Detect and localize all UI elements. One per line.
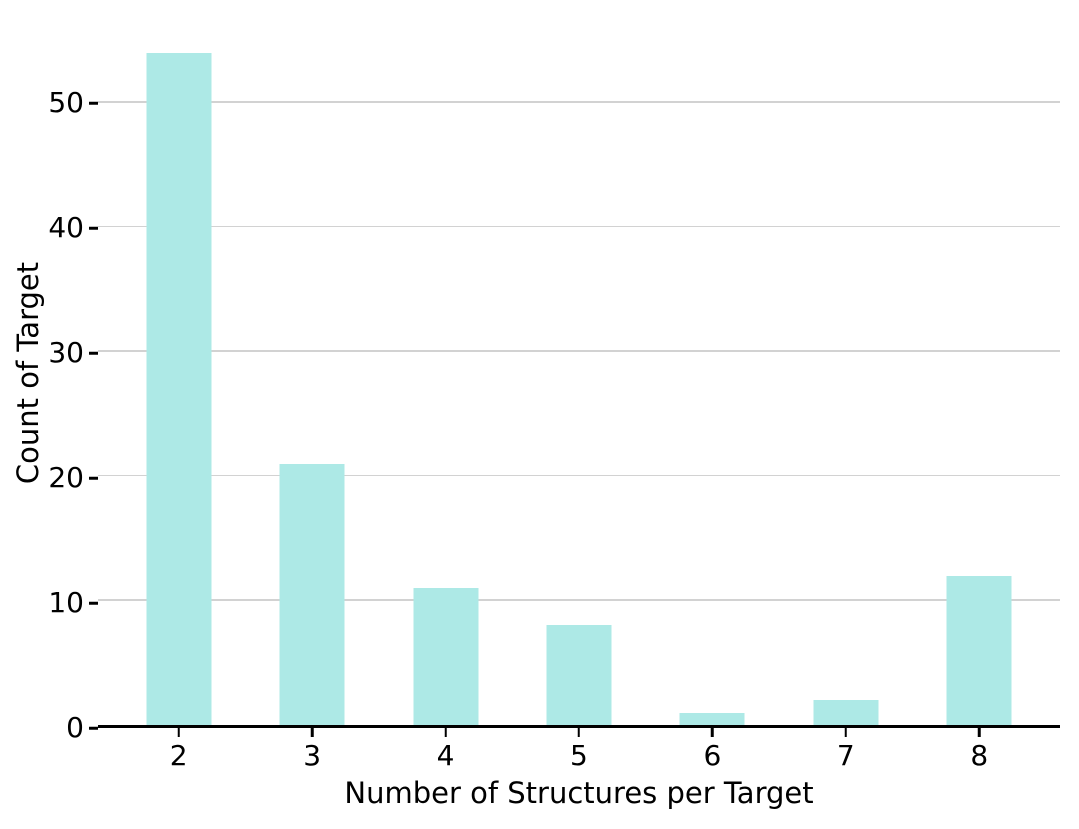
y-tick-label-0: 0 <box>66 711 84 744</box>
bar-5 <box>546 625 612 725</box>
plot-area <box>98 18 1060 728</box>
bar-slot-2 <box>112 18 245 725</box>
x-tick-label-4: 4 <box>436 739 455 772</box>
y-tick-label-50: 50 <box>48 86 84 119</box>
gridline-y30 <box>98 350 1060 352</box>
x-tick-slot-7: 7 <box>779 728 912 788</box>
x-tick-slot-3: 3 <box>245 728 378 788</box>
x-tick-slot-4: 4 <box>379 728 512 788</box>
bar-slot-8 <box>913 18 1046 725</box>
x-tick-mark-3 <box>310 728 314 737</box>
bar-4 <box>413 588 479 725</box>
x-tick-label-5: 5 <box>570 739 588 772</box>
x-tick-slot-5: 5 <box>512 728 645 788</box>
x-tick-mark-7 <box>844 728 848 737</box>
x-tick-slot-8: 8 <box>913 728 1046 788</box>
y-tick-mark-20 <box>89 476 98 480</box>
bar-slot-5 <box>512 18 645 725</box>
x-axis-label: Number of Structures per Target <box>344 776 814 810</box>
x-tick-slot-2: 2 <box>112 728 245 788</box>
gridline-y10 <box>98 599 1060 601</box>
x-tick-label-2: 2 <box>169 739 188 772</box>
bar-2 <box>146 52 212 725</box>
x-axis: 2 3 4 5 6 7 8 <box>112 728 1046 788</box>
bar-slot-6 <box>646 18 779 725</box>
x-tick-mark-6 <box>711 728 714 737</box>
x-tick-slot-6: 6 <box>646 728 779 788</box>
x-tick-label-7: 7 <box>836 739 855 772</box>
x-tick-label-3: 3 <box>303 739 322 772</box>
x-tick-mark-2 <box>177 728 180 737</box>
y-tick-mark-40 <box>89 226 98 230</box>
bar-slot-4 <box>379 18 512 725</box>
bars-container <box>112 18 1046 725</box>
bar-6 <box>679 712 745 725</box>
bar-8 <box>946 575 1012 725</box>
bar-7 <box>813 700 879 725</box>
gridline-y20 <box>98 474 1060 477</box>
x-tick-label-8: 8 <box>970 739 989 772</box>
bar-slot-3 <box>245 18 378 725</box>
y-tick-mark-50 <box>89 101 98 105</box>
y-tick-mark-10 <box>89 601 98 605</box>
y-tick-label-40: 40 <box>48 211 84 244</box>
y-tick-mark-30 <box>89 351 98 355</box>
x-tick-label-6: 6 <box>703 739 722 772</box>
bar-slot-7 <box>779 18 912 725</box>
y-tick-label-20: 20 <box>48 461 84 494</box>
y-tick-mark-0 <box>89 726 98 730</box>
y-tick-label-30: 30 <box>48 336 84 369</box>
gridline-y50 <box>98 101 1060 103</box>
x-tick-mark-5 <box>577 728 581 737</box>
y-tick-label-10: 10 <box>48 586 84 619</box>
x-tick-mark-8 <box>977 728 981 737</box>
bar-3 <box>279 463 345 725</box>
gridline-y40 <box>98 225 1060 228</box>
x-tick-mark-4 <box>444 728 447 737</box>
y-axis-label: Count of Target <box>11 261 45 485</box>
